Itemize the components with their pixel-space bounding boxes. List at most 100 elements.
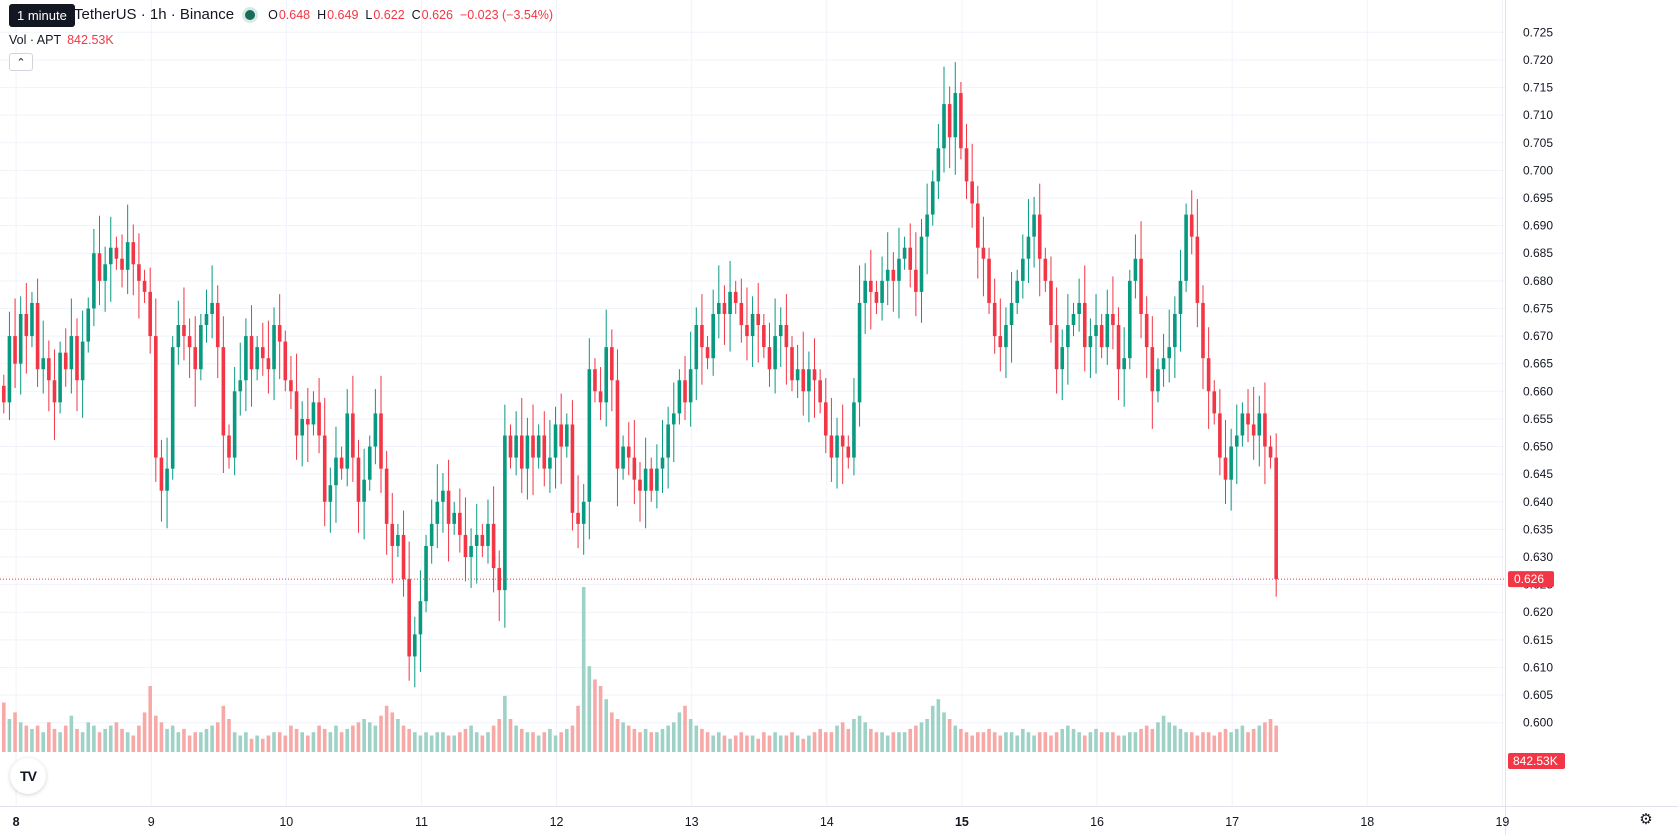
- candle: [407, 541, 411, 681]
- volume-bar: [356, 722, 361, 752]
- candle-body: [97, 253, 102, 281]
- candle-body: [576, 512, 580, 524]
- candle: [328, 467, 333, 533]
- candle: [1043, 247, 1048, 292]
- candle-body: [75, 336, 79, 381]
- candle-body: [86, 308, 91, 342]
- candle-body: [981, 247, 986, 259]
- volume-bar: [255, 735, 259, 752]
- candle-body: [35, 302, 40, 370]
- candle: [58, 341, 62, 414]
- candle: [739, 278, 744, 343]
- candle: [503, 404, 507, 628]
- candle-body: [930, 181, 935, 215]
- volume-bar: [446, 735, 451, 752]
- time-tick-label: 8: [13, 815, 20, 829]
- volume-bar: [823, 732, 828, 752]
- candle: [722, 285, 727, 345]
- candle-body: [238, 380, 243, 392]
- candle: [992, 278, 997, 354]
- time-tick-label: 11: [415, 815, 428, 829]
- price-tick-label: 0.725: [1523, 25, 1553, 39]
- candle: [565, 413, 569, 458]
- candle-body: [41, 358, 46, 370]
- candle: [334, 426, 338, 523]
- candle: [429, 499, 434, 564]
- price-tick-label: 0.665: [1523, 357, 1553, 371]
- volume-bar: [1015, 735, 1019, 752]
- candle: [762, 313, 766, 359]
- volume-bar: [897, 732, 901, 752]
- candle-body: [536, 435, 541, 458]
- volume-bar: [835, 725, 839, 752]
- candle: [525, 417, 530, 500]
- symbol-legend[interactable]: TetherUS · 1h · Binance O0.648 H0.649 L0…: [8, 6, 553, 23]
- candle-body: [581, 501, 586, 524]
- candle: [733, 280, 738, 314]
- volume-bar: [497, 719, 502, 752]
- candle-body: [1206, 358, 1211, 392]
- candle-body: [1004, 325, 1008, 348]
- volume-bar: [1004, 732, 1008, 752]
- volume-bar: [328, 732, 333, 752]
- candle-body: [959, 93, 963, 149]
- price-axis[interactable]: 0.6000.6050.6100.6150.6200.6250.6300.635…: [1523, 25, 1553, 729]
- ohlc-high-key: H: [317, 7, 327, 22]
- volume-bar: [260, 738, 265, 752]
- candle-body: [553, 424, 558, 458]
- candle: [1240, 402, 1245, 447]
- candle-body: [570, 424, 575, 513]
- candle: [902, 236, 907, 270]
- price-tick-label: 0.660: [1523, 384, 1553, 398]
- candle-body: [514, 435, 518, 458]
- volume-bar: [390, 712, 395, 752]
- candle: [615, 349, 620, 507]
- candle: [114, 236, 119, 270]
- candle-body: [272, 325, 276, 370]
- symbol-title[interactable]: TetherUS · 1h · Binance: [74, 6, 235, 23]
- volume-bar: [581, 587, 586, 752]
- volume-bar: [187, 735, 192, 752]
- volume-bar: [688, 719, 693, 752]
- candle-body: [390, 523, 395, 546]
- volume-bar: [1071, 728, 1076, 752]
- candle-body: [846, 446, 851, 458]
- time-axis[interactable]: 8 9 10 11 12 13 14 15 16 17 18 19: [13, 815, 1510, 829]
- candle: [199, 313, 203, 381]
- candle-body: [750, 313, 755, 337]
- candle: [1105, 289, 1110, 365]
- gear-icon[interactable]: ⚙: [1639, 811, 1653, 828]
- candle-body: [722, 302, 727, 314]
- volume-bar: [705, 732, 710, 752]
- candle-body: [125, 242, 130, 270]
- candle: [959, 81, 963, 160]
- candle: [626, 422, 631, 476]
- volume-bar: [2, 702, 6, 752]
- candle: [773, 298, 777, 394]
- volume-bar: [694, 725, 699, 752]
- volume-bar: [981, 732, 986, 752]
- candle: [266, 320, 271, 394]
- volume-bar: [700, 728, 704, 752]
- candle: [1161, 333, 1166, 387]
- time-tick-label: 16: [1090, 815, 1104, 829]
- tradingview-logo-icon[interactable]: TV: [10, 758, 46, 794]
- candle-body: [908, 247, 913, 270]
- candle: [1251, 386, 1256, 460]
- volume-bar: [908, 728, 913, 752]
- candle-body: [970, 181, 974, 204]
- price-tick-label: 0.685: [1523, 246, 1553, 260]
- candle-body: [610, 347, 614, 381]
- volume-bar: [86, 722, 91, 752]
- volume-legend[interactable]: Vol · APT 842.53K: [9, 33, 114, 47]
- candle-body: [47, 358, 51, 381]
- volume-bar: [542, 732, 547, 752]
- candle: [300, 401, 304, 467]
- volume-bar: [1122, 735, 1126, 752]
- candle: [317, 378, 321, 454]
- candle-body: [807, 369, 811, 392]
- collapse-legend-button[interactable]: ⌃: [9, 53, 33, 71]
- volume-bar: [717, 732, 721, 752]
- volume-bar: [452, 735, 456, 752]
